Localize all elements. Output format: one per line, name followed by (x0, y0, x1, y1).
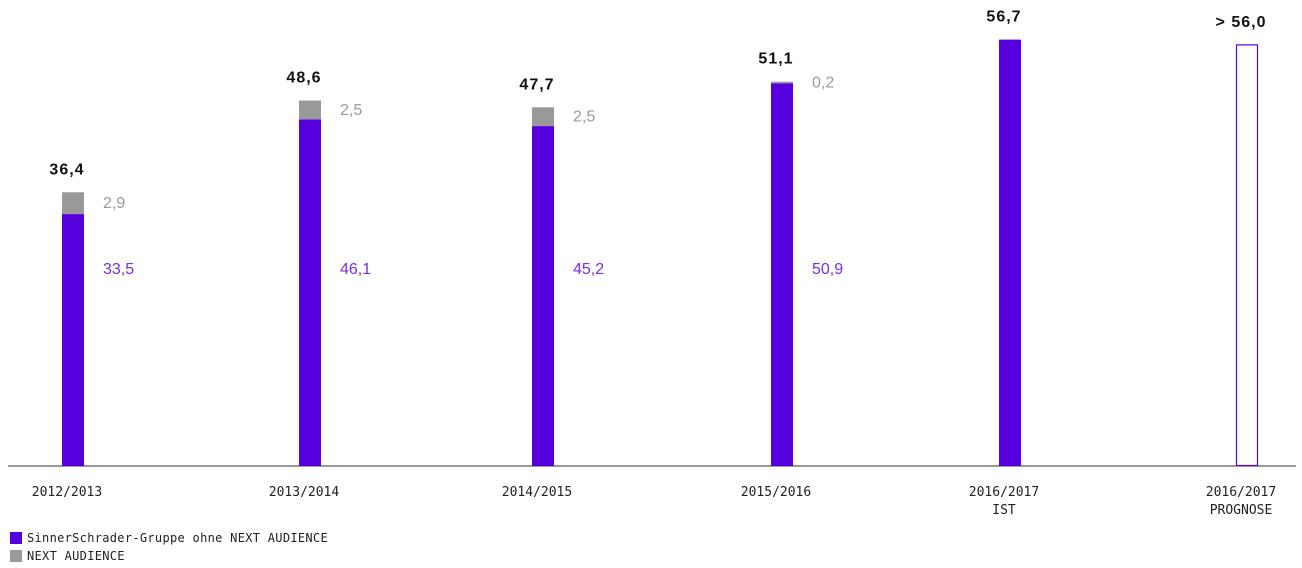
legend-label-main: SinnerSchrader-Gruppe ohne NEXT AUDIENCE (27, 531, 328, 545)
segment-label-main: 46,1 (340, 261, 371, 278)
segment-label-next-audience: 2,9 (103, 195, 125, 212)
x-tick-sublabel: PROGNOSE (1210, 503, 1273, 518)
bar-segment-main (532, 126, 554, 466)
x-tick-label: 2016/2017 (1206, 485, 1276, 500)
bar-segment-main (299, 119, 321, 466)
legend-swatch-next-audience (10, 550, 22, 562)
legend-item-main: SinnerSchrader-Gruppe ohne NEXT AUDIENCE (10, 529, 328, 547)
total-label: 48,6 (286, 70, 321, 87)
segment-label-main: 33,5 (103, 261, 134, 278)
legend: SinnerSchrader-Gruppe ohne NEXT AUDIENCE… (10, 529, 328, 565)
x-tick-label: 2014/2015 (502, 485, 572, 500)
bar-segment-next-audience (299, 100, 321, 120)
total-label: 56,7 (986, 9, 1021, 26)
segment-label-main: 45,2 (573, 261, 604, 278)
total-label: 51,1 (758, 51, 793, 68)
x-tick-label: 2012/2013 (32, 485, 102, 500)
segment-label-next-audience: 0,2 (812, 74, 834, 91)
bar-segment-next-audience (771, 81, 793, 84)
total-label: 47,7 (519, 76, 554, 93)
segment-label-next-audience: 2,5 (340, 102, 362, 119)
bar-segment-next-audience (62, 192, 84, 215)
bar-forecast-outline (1235, 44, 1259, 467)
bar-segment-main (771, 83, 793, 467)
x-tick-sublabel: IST (992, 503, 1016, 518)
segment-label-main: 50,9 (812, 261, 843, 278)
bar-segment-main (999, 39, 1021, 467)
total-label: 36,4 (49, 161, 84, 178)
x-tick-label: 2016/2017 (969, 485, 1039, 500)
legend-swatch-main (10, 532, 22, 544)
bar-segment-main (62, 214, 84, 466)
x-tick-label: 2013/2014 (269, 485, 340, 500)
legend-item-next-audience: NEXT AUDIENCE (10, 547, 328, 565)
total-label: > 56,0 (1216, 14, 1267, 31)
segment-label-next-audience: 2,5 (573, 109, 595, 126)
legend-label-next-audience: NEXT AUDIENCE (27, 549, 125, 563)
x-tick-label: 2015/2016 (741, 485, 811, 500)
bar-segment-next-audience (532, 107, 554, 127)
